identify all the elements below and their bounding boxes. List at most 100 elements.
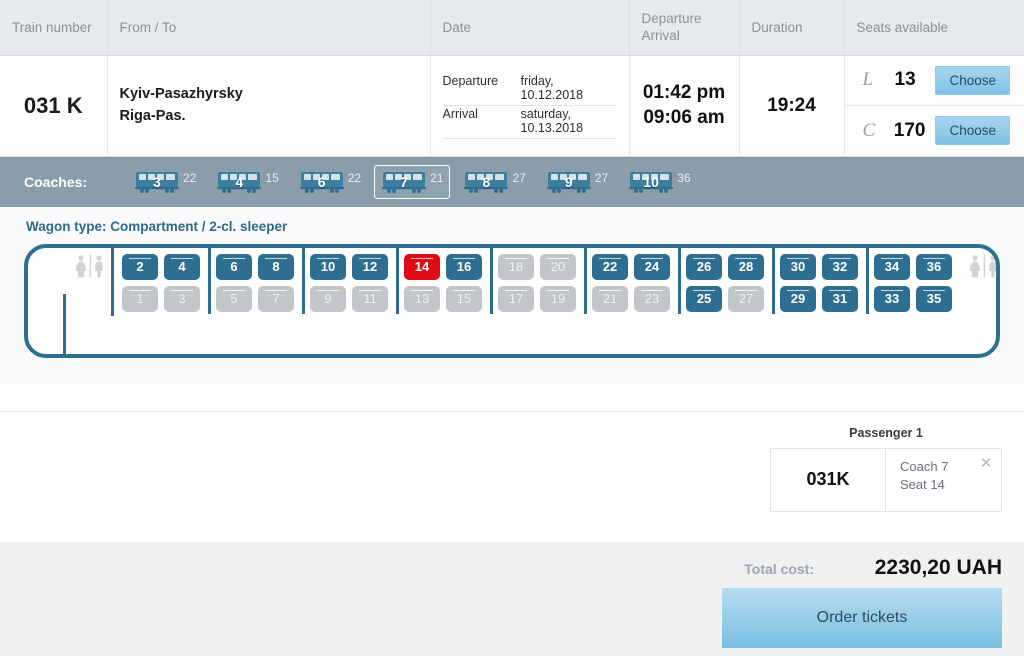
seat-14[interactable]: 14 — [404, 253, 440, 280]
compartment-9: 34 33 36 35 — [866, 247, 960, 354]
compartment-3: 10 9 12 11 — [302, 247, 396, 354]
seat-25[interactable]: 25 — [686, 285, 722, 312]
arrival-date-value: saturday, 10.13.2018 — [520, 106, 584, 135]
passenger-coach-line: Coach 7 — [900, 458, 949, 474]
total-cost-label: Total cost: — [744, 560, 814, 577]
wagon-wrapper: 2 1 4 3 6 5 8 7 10 9 12 11 14 13 16 15 18 17 20 19 22 21 24 23 2… — [0, 243, 1024, 358]
total-cost-row: Total cost: 2230,20 UAH — [744, 556, 1002, 580]
departure-label: Departure — [442, 73, 499, 88]
col-header-departure-arrival: Departure Arrival — [629, 0, 740, 56]
choose-button-c[interactable]: Choose — [935, 116, 1010, 146]
coach-button-7[interactable]: 7 21 — [374, 164, 451, 199]
seat-23: 23 — [634, 285, 670, 312]
seat-3: 3 — [164, 285, 200, 312]
seat-class-code: L — [862, 69, 874, 91]
train-car-icon: 6 — [299, 170, 345, 194]
compartment-4: 14 13 16 15 — [396, 247, 490, 354]
train-car-icon: 9 — [546, 170, 592, 194]
total-cost-value: 2230,20 UAH — [874, 555, 1002, 579]
coach-number: 4 — [235, 173, 244, 190]
station-from: Kyiv-Pasazhyrsky — [119, 85, 243, 102]
coach-button-8[interactable]: 8 27 — [456, 165, 532, 199]
seat-19: 19 — [540, 285, 576, 312]
seat-pair: 30 29 — [780, 253, 816, 354]
coach-button-3[interactable]: 3 22 — [127, 165, 203, 199]
wagon-section: Wagon type: Compartment / 2-cl. sleeper — [0, 206, 1024, 384]
passenger-seat-line: Seat 14 — [900, 477, 945, 493]
seat-class-count: 170 — [893, 119, 926, 141]
seat-class-row-c: C 170 Choose — [845, 106, 1024, 156]
seat-12[interactable]: 12 — [352, 253, 388, 280]
seat-18: 18 — [498, 253, 534, 280]
seat-36[interactable]: 36 — [916, 253, 952, 280]
restroom-right — [960, 248, 996, 354]
train-number-value: 031 K — [23, 92, 83, 118]
seat-pair: 36 35 — [916, 253, 952, 354]
seat-29[interactable]: 29 — [780, 285, 816, 312]
train-car-icon: 3 — [134, 170, 180, 194]
seat-pair: 20 19 — [540, 253, 576, 354]
close-icon[interactable]: ✕ — [979, 454, 993, 472]
seat-26[interactable]: 26 — [686, 253, 722, 280]
compartment-8: 30 29 32 31 — [772, 247, 866, 354]
seat-13: 13 — [404, 285, 440, 312]
seat-35[interactable]: 35 — [916, 285, 952, 312]
seat-31[interactable]: 31 — [822, 285, 858, 312]
coach-seat-count: 27 — [594, 170, 609, 185]
seat-30[interactable]: 30 — [780, 253, 816, 280]
seat-33[interactable]: 33 — [874, 285, 910, 312]
seat-pair: 12 11 — [352, 253, 388, 354]
seat-6[interactable]: 6 — [216, 253, 252, 280]
order-tickets-button[interactable]: Order tickets — [722, 587, 1002, 648]
seat-pair: 24 23 — [634, 253, 670, 354]
coach-seat-count: 21 — [430, 170, 444, 185]
seat-32[interactable]: 32 — [822, 253, 858, 280]
col-header-duration: Duration — [739, 0, 845, 56]
col-header-train-number: Train number — [0, 0, 108, 56]
choose-button-l[interactable]: Choose — [935, 65, 1010, 95]
seat-pair: 16 15 — [446, 253, 482, 354]
seat-2[interactable]: 2 — [122, 253, 158, 280]
coach-button-9[interactable]: 9 27 — [539, 165, 615, 199]
seat-16[interactable]: 16 — [446, 253, 482, 280]
seat-7: 7 — [258, 285, 294, 312]
seat-28[interactable]: 28 — [728, 253, 764, 280]
col-header-from-to: From / To — [107, 0, 431, 56]
coach-seat-count: 36 — [677, 170, 691, 185]
seat-34[interactable]: 34 — [874, 253, 910, 280]
cell-seats-available: L 13 Choose C 170 Choose — [844, 55, 1024, 157]
coach-list: 3 22 4 15 6 22 7 21 8 27 9 27 10 36 — [127, 164, 698, 199]
restroom-icon — [73, 254, 107, 283]
coach-button-10[interactable]: 10 36 — [621, 165, 697, 199]
seat-21: 21 — [592, 285, 628, 312]
coach-seat-count: 15 — [265, 170, 279, 185]
seat-4[interactable]: 4 — [164, 253, 200, 280]
passenger-title: Passenger 1 — [849, 425, 923, 440]
cell-from-to: Kyiv-Pasazhyrsky Riga-Pas. — [107, 55, 431, 157]
passenger-train-number: 031K — [771, 448, 886, 511]
table-header-row: Train number From / To Date Departure Ar… — [0, 0, 1024, 56]
seat-class-row-l: L 13 Choose — [844, 56, 1024, 106]
passenger-seat-info: Coach 7 Seat 14 ✕ — [886, 449, 1001, 511]
coach-button-6[interactable]: 6 22 — [292, 165, 368, 199]
coach-seat-count: 22 — [347, 170, 362, 185]
train-car-icon: 4 — [216, 170, 262, 194]
train-car-icon: 7 — [381, 170, 427, 194]
seat-class-list: L 13 Choose C 170 Choose — [844, 56, 1024, 156]
seat-15: 15 — [446, 285, 482, 312]
seat-map: 2 1 4 3 6 5 8 7 10 9 12 11 14 13 16 15 18 17 20 19 22 21 24 23 2… — [24, 243, 1000, 358]
station-to: Riga-Pas. — [119, 107, 186, 124]
section-divider — [0, 383, 1024, 412]
seat-24[interactable]: 24 — [634, 253, 670, 280]
coach-button-4[interactable]: 4 15 — [209, 165, 285, 199]
seat-10[interactable]: 10 — [310, 253, 346, 280]
seat-pair: 22 21 — [592, 253, 628, 354]
seat-22[interactable]: 22 — [592, 253, 628, 280]
coach-number: 10 — [643, 173, 660, 190]
compartment-list: 2 1 4 3 6 5 8 7 10 9 12 11 14 13 16 15 18 17 20 19 22 21 24 23 2… — [114, 247, 960, 354]
wagon-nose-left — [28, 248, 66, 354]
seat-class-code: C — [862, 119, 876, 141]
seat-8[interactable]: 8 — [258, 253, 294, 280]
